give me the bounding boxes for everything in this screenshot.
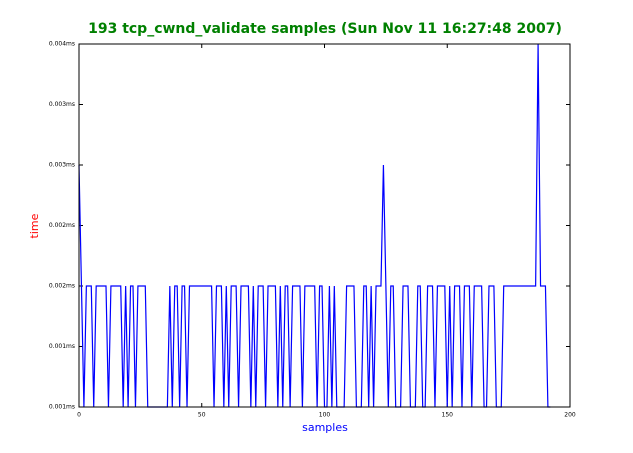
plot-frame	[78, 43, 571, 408]
x-tick-label: 0	[77, 412, 81, 419]
y-tick-label: 0.002ms	[49, 222, 75, 229]
x-tick-label: 150	[442, 412, 454, 419]
x-tick-label: 50	[198, 412, 206, 419]
x-tick-label: 200	[564, 412, 576, 419]
y-tick-label: 0.003ms	[49, 162, 75, 169]
y-tick-label: 0.003ms	[49, 101, 75, 108]
y-axis-label: time	[28, 213, 41, 238]
y-tick-label: 0.002ms	[49, 283, 75, 290]
chart-title: 193 tcp_cwnd_validate samples (Sun Nov 1…	[88, 21, 562, 37]
x-tick-label: 100	[319, 412, 331, 419]
y-tick-label: 0.001ms	[49, 343, 75, 350]
y-tick-label: 0.004ms	[49, 41, 75, 48]
y-tick-label: 0.001ms	[49, 404, 75, 411]
x-axis-label: samples	[302, 421, 348, 434]
